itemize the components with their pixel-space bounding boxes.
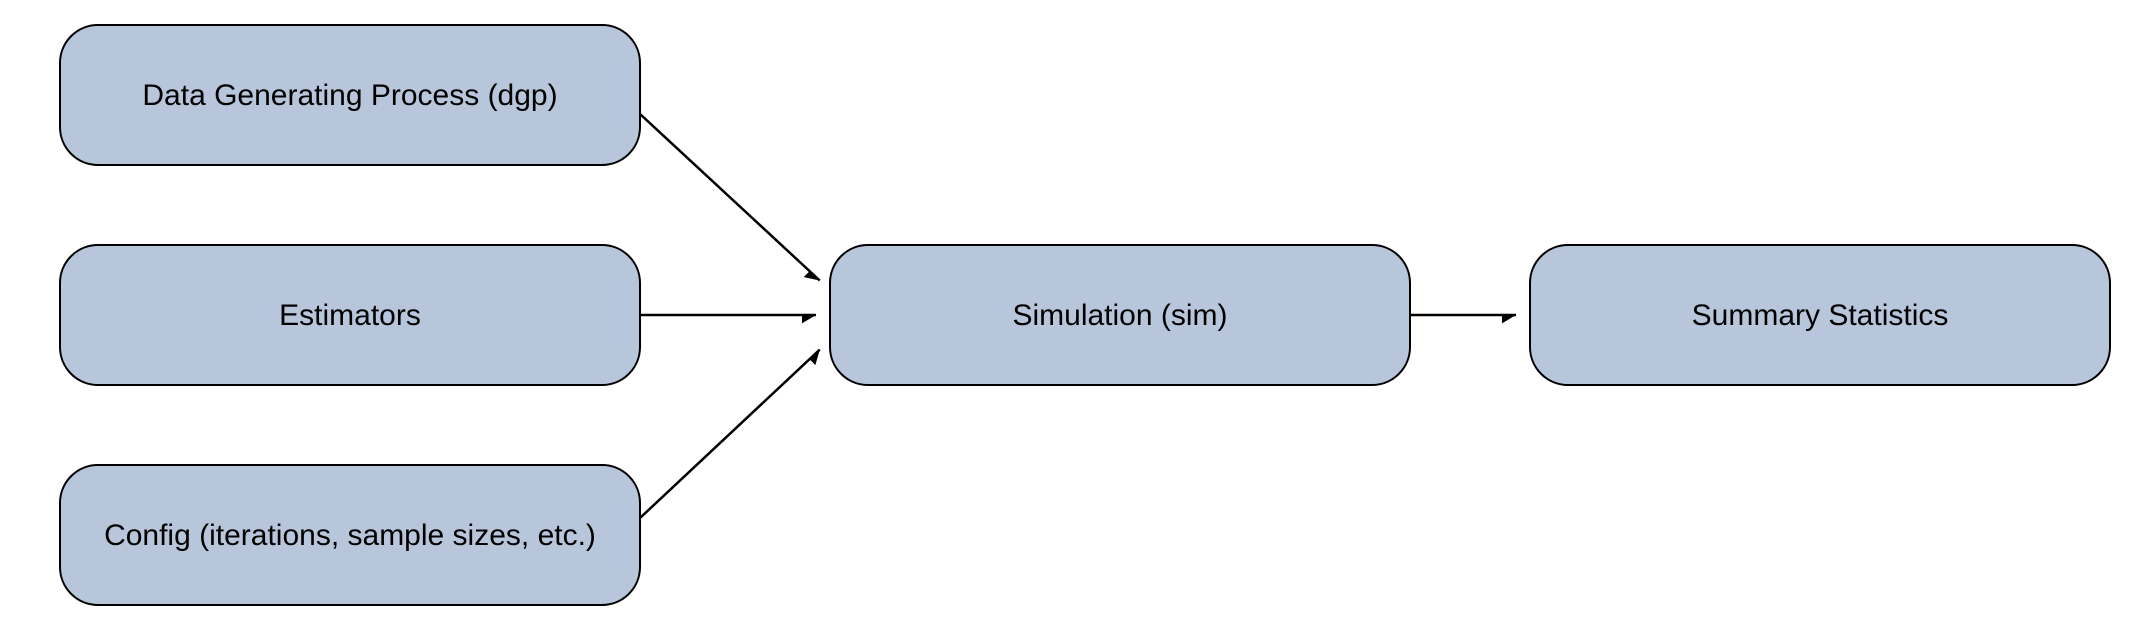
- node-sim-label: Simulation (sim): [1012, 299, 1227, 332]
- node-sim: Simulation (sim): [830, 245, 1410, 385]
- node-config: Config (iterations, sample sizes, etc.): [60, 465, 640, 605]
- node-dgp: Data Generating Process (dgp): [60, 25, 640, 165]
- node-estimators-label: Estimators: [279, 299, 421, 332]
- node-estimators: Estimators: [60, 245, 640, 385]
- node-stats: Summary Statistics: [1530, 245, 2110, 385]
- nodes-group: Data Generating Process (dgp) Estimators C…: [60, 25, 2110, 605]
- edge-dgp-sim: [640, 114, 820, 280]
- node-stats-label: Summary Statistics: [1692, 299, 1949, 332]
- flowchart-canvas: Data Generating Process (dgp) Estimators C…: [0, 0, 2133, 633]
- node-dgp-label: Data Generating Process (dgp): [142, 79, 557, 112]
- edge-config-sim: [640, 350, 820, 518]
- node-config-label: Config (iterations, sample sizes, etc.): [104, 519, 596, 552]
